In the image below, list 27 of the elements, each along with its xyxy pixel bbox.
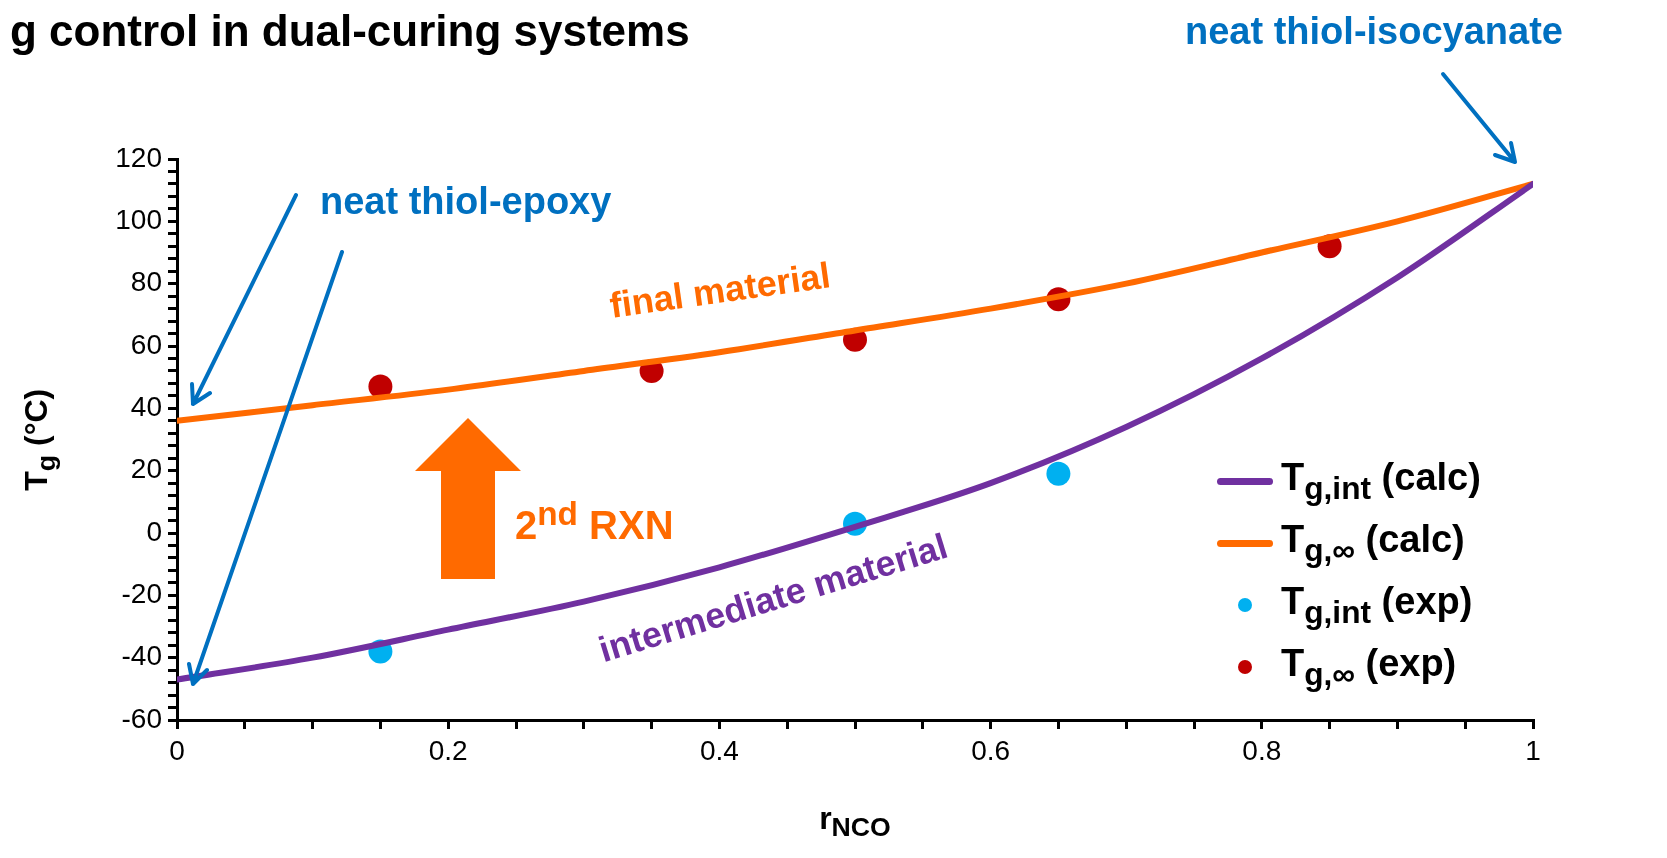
annotation: 2$^{nd}$ RXN [515, 495, 674, 549]
y-tick-label: 120 [115, 141, 162, 173]
legend-label: T$_{g,int}$ (exp) [1281, 579, 1473, 631]
x-tick-label: 0.8 [1242, 734, 1282, 766]
y-tick-label: -20 [121, 578, 162, 610]
x-tick-label: 0 [169, 734, 185, 766]
y-tick-label: 0 [146, 515, 162, 547]
chart-title: g control in dual-curing systems [10, 6, 690, 56]
x-tick-label: 0.2 [428, 734, 468, 766]
point [1046, 461, 1071, 486]
y-tick-label: 100 [115, 204, 162, 236]
y-tick-label: 80 [130, 266, 162, 298]
x-tick-label: 1 [1525, 734, 1541, 766]
y-tick-label: 40 [130, 391, 162, 423]
legend-label: T$_{g,∞}$ (exp) [1281, 641, 1457, 693]
legend-label: T$_{g,∞}$ (calc) [1281, 517, 1465, 569]
y-tick-label: -60 [121, 702, 162, 734]
y-tick-label: -40 [121, 640, 162, 672]
y-tick-label: 20 [130, 453, 162, 485]
text: neat thiol-isocyanate [1185, 10, 1563, 53]
x-tick-label: 0.6 [971, 734, 1011, 766]
y-tick-label: 60 [130, 328, 162, 360]
legend-label: T$_{g,int}$ (calc) [1281, 455, 1481, 507]
x-axis-title: r$_{NCO}$ [818, 800, 892, 844]
annotation: neat thiol-epoxy [320, 180, 612, 223]
x-tick-label: 0.4 [699, 734, 739, 766]
annotation: final material [607, 254, 833, 327]
